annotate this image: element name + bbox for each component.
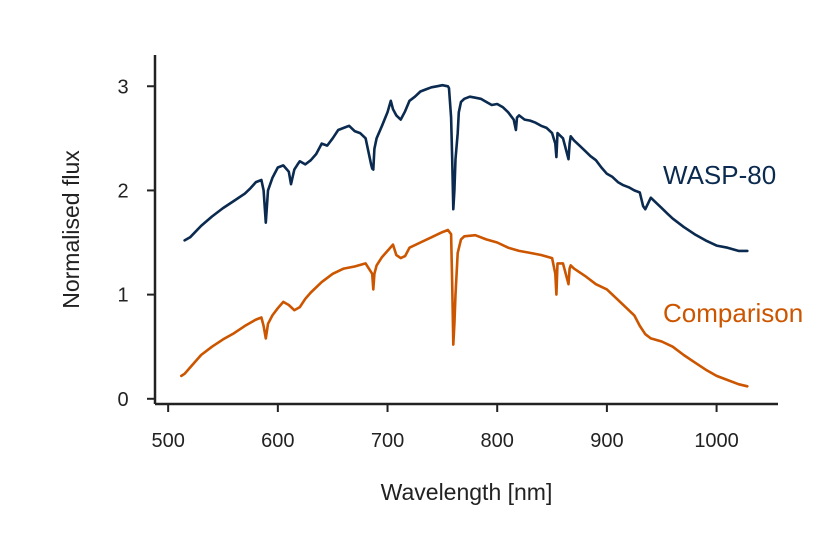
x-tick-label: 700 [371,430,404,452]
series-line-wasp-80 [183,83,749,253]
series-layer [180,83,749,388]
series-label-comparison: Comparison [663,298,803,328]
x-tick-label: 600 [261,430,294,452]
series-label-layer: WASP-80 Comparison [663,160,803,328]
x-tick-label: 500 [151,430,184,452]
y-tick-label: 2 [117,180,128,202]
series-label-wasp-80: WASP-80 [663,160,776,190]
series-line-comparison [180,228,749,388]
x-axis-title: Wavelength [nm] [381,479,553,505]
y-tick-label: 1 [117,285,128,307]
x-tick-label: 900 [590,430,623,452]
y-tick-label: 3 [117,76,128,98]
y-tick-label: 0 [117,389,128,411]
axes: 500 600 700 800 900 1000 0 1 2 3 [117,55,778,452]
x-tick-label: 800 [481,430,514,452]
y-axis-title: Normalised flux [58,150,84,309]
x-tick-label: 1000 [694,430,739,452]
